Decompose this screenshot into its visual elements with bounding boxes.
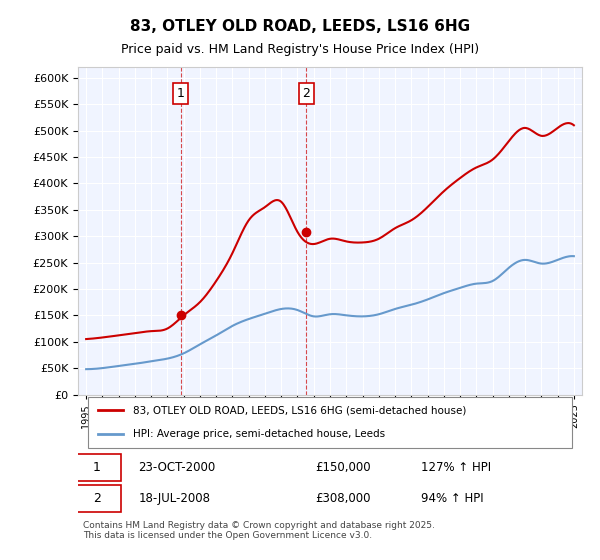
Text: £308,000: £308,000: [315, 492, 370, 505]
Text: 127% ↑ HPI: 127% ↑ HPI: [421, 461, 491, 474]
Text: 18-JUL-2008: 18-JUL-2008: [139, 492, 211, 505]
Text: 94% ↑ HPI: 94% ↑ HPI: [421, 492, 484, 505]
Text: £150,000: £150,000: [315, 461, 371, 474]
Text: 23-OCT-2000: 23-OCT-2000: [139, 461, 216, 474]
FancyBboxPatch shape: [73, 484, 121, 512]
FancyBboxPatch shape: [73, 454, 121, 482]
Text: 83, OTLEY OLD ROAD, LEEDS, LS16 6HG: 83, OTLEY OLD ROAD, LEEDS, LS16 6HG: [130, 18, 470, 34]
Text: Price paid vs. HM Land Registry's House Price Index (HPI): Price paid vs. HM Land Registry's House …: [121, 43, 479, 56]
FancyBboxPatch shape: [88, 397, 572, 448]
Text: 2: 2: [302, 87, 310, 100]
Text: 1: 1: [93, 461, 101, 474]
Text: 83, OTLEY OLD ROAD, LEEDS, LS16 6HG (semi-detached house): 83, OTLEY OLD ROAD, LEEDS, LS16 6HG (sem…: [133, 405, 467, 415]
Text: 1: 1: [176, 87, 185, 100]
Text: Contains HM Land Registry data © Crown copyright and database right 2025.
This d: Contains HM Land Registry data © Crown c…: [83, 521, 435, 540]
Text: HPI: Average price, semi-detached house, Leeds: HPI: Average price, semi-detached house,…: [133, 429, 386, 439]
Text: 2: 2: [93, 492, 101, 505]
